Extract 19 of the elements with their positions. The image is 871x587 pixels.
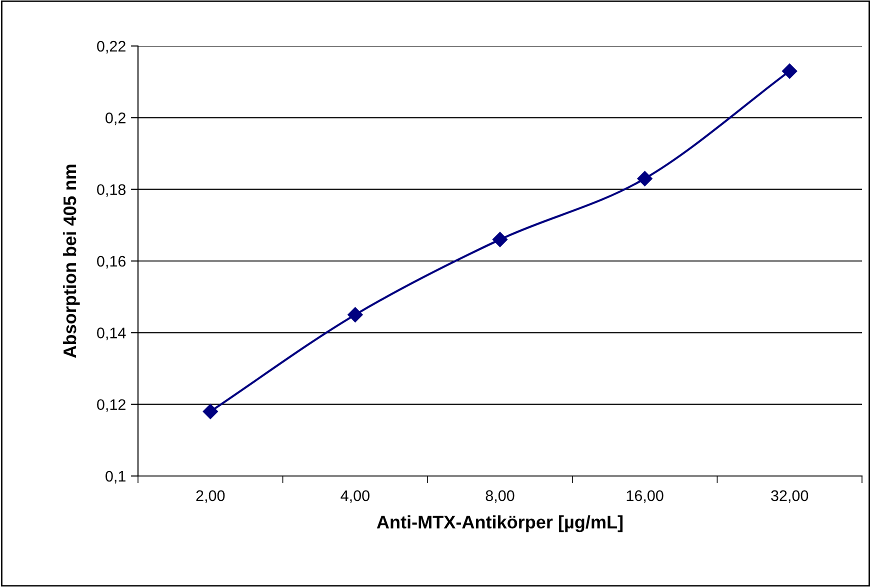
y-tick-label: 0,2	[106, 112, 126, 126]
y-tick-label: 0,18	[97, 184, 126, 197]
y-tick-label: 0,12	[97, 399, 126, 412]
x-tick-label: 2,00	[196, 490, 225, 503]
y-tick-label: 0,22	[97, 40, 126, 54]
y-tick-label: 0,1	[106, 470, 126, 484]
point	[782, 64, 798, 79]
y-tick-label: 0,14	[97, 328, 126, 340]
y-tick-label: 0,16	[97, 256, 126, 268]
point	[492, 232, 508, 248]
x-axis-title: Anti-MTX-Antikörper [µg/mL]	[376, 515, 623, 532]
x-tick-label: 4,00	[340, 490, 370, 503]
y-axis-title: Absorption bei 405 nm	[62, 164, 80, 358]
point	[348, 307, 363, 322]
point	[637, 171, 652, 186]
x-tick-label: 32,00	[771, 490, 808, 503]
x-tick-label: 8,00	[486, 490, 514, 503]
x-tick-label: 16,00	[626, 490, 664, 503]
point	[202, 404, 218, 420]
